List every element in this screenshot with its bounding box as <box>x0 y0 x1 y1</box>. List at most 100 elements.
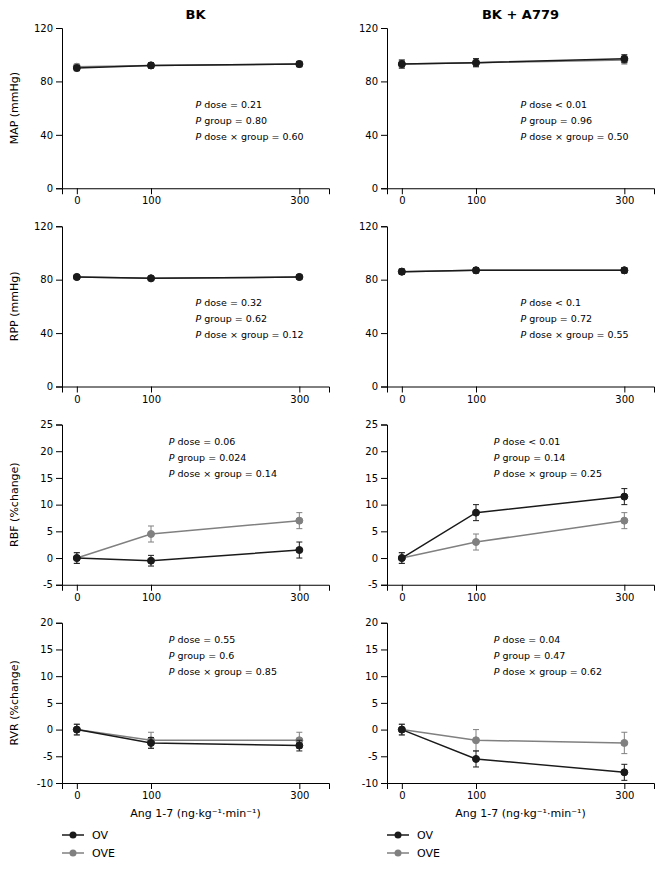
y-tick: -10 <box>362 778 387 789</box>
error-bar <box>399 269 405 274</box>
annotation-part: group = 0.62 <box>201 313 267 324</box>
y-tick: 5 <box>372 698 387 709</box>
error-bar <box>296 542 302 558</box>
x-axis: 0100300 <box>388 783 655 801</box>
x-tick-mark <box>77 585 78 591</box>
y-tick-mark <box>381 478 387 479</box>
x-tick-mark <box>151 387 152 393</box>
error-bar <box>74 724 80 735</box>
y-tick-mark <box>381 649 387 650</box>
figure: 010030004080120BKMAP (mmHg)P dose = 0.21… <box>0 0 666 873</box>
point <box>621 517 628 524</box>
x-axis-line <box>63 585 330 591</box>
y-tick-mark <box>381 730 387 731</box>
annotation-part: dose × group = 0.60 <box>201 131 303 142</box>
x-tick-mark <box>476 585 477 591</box>
annotation-part: group = 0.14 <box>500 452 566 463</box>
x-tick-label: 100 <box>142 394 161 405</box>
point <box>148 62 155 69</box>
y-tick: 40 <box>40 130 62 141</box>
y-tick-label: 5 <box>47 526 53 537</box>
point <box>398 61 405 68</box>
x-tick-label: 100 <box>142 790 161 801</box>
x-tick-label: 300 <box>615 394 634 405</box>
x-tick: 300 <box>290 188 309 206</box>
series-line <box>402 497 625 558</box>
y-tick-mark <box>56 478 62 479</box>
y-tick-mark <box>56 649 62 650</box>
legend-label: OVE <box>417 847 440 860</box>
point <box>296 61 303 68</box>
y-tick-mark <box>56 783 62 784</box>
x-tick: 0 <box>399 188 405 206</box>
y-tick: 0 <box>47 183 62 194</box>
panel: 010030004080120BKMAP (mmHg)P dose = 0.21… <box>8 7 330 206</box>
y-tick-label: 25 <box>365 419 378 430</box>
x-axis-title: Ang 1-7 (ng·kg⁻¹·min⁻¹) <box>130 807 261 820</box>
error-bar <box>296 61 302 66</box>
series <box>398 56 627 68</box>
y-tick-mark <box>381 756 387 757</box>
y-tick: 120 <box>34 23 62 34</box>
x-tick-mark <box>402 387 403 393</box>
y-tick: 0 <box>372 553 387 564</box>
x-tick-label: 100 <box>467 394 486 405</box>
series-line <box>402 59 625 64</box>
y-tick-mark <box>381 676 387 677</box>
annotation: P dose = 0.06 <box>169 436 236 447</box>
error-bar <box>399 60 405 68</box>
error-bar <box>621 489 627 505</box>
error-bar <box>621 55 627 63</box>
y-tick-label: 20 <box>365 446 378 457</box>
point <box>473 737 480 744</box>
y-axis-title: RBF (%change) <box>8 462 21 547</box>
annotation: P dose = 0.32 <box>196 297 263 308</box>
legend-item: OV <box>387 829 433 842</box>
y-axis-title: RVR (%change) <box>8 660 21 745</box>
x-tick: 0 <box>399 387 405 405</box>
point <box>473 59 480 66</box>
series-line <box>402 270 625 271</box>
legend-label: OV <box>92 829 108 842</box>
point <box>398 61 405 68</box>
y-tick-label: 20 <box>40 617 53 628</box>
annotation: P dose × group = 0.12 <box>196 329 304 340</box>
panel: 0100300-50510152025RBF (%change)P dose =… <box>8 419 330 603</box>
y-tick: 80 <box>40 274 62 285</box>
x-tick: 100 <box>467 188 486 206</box>
point <box>473 267 480 274</box>
y-tick: -5 <box>43 751 62 762</box>
y-tick-label: 0 <box>47 553 53 564</box>
error-bar <box>74 65 80 70</box>
error-bar <box>148 526 154 542</box>
y-tick-label: 0 <box>47 724 53 735</box>
y-tick-label: 80 <box>40 76 53 87</box>
annotation: P dose × group = 0.85 <box>169 666 277 677</box>
x-axis: 0100300 <box>63 188 330 206</box>
y-tick-mark <box>56 387 62 388</box>
y-tick: 80 <box>40 76 62 87</box>
y-tick-label: 0 <box>372 553 378 564</box>
point <box>398 555 405 562</box>
x-tick: 300 <box>290 783 309 801</box>
y-tick-label: 15 <box>40 644 53 655</box>
annotation-part: group = 0.96 <box>526 115 592 126</box>
error-bar <box>74 553 80 564</box>
panel-title: BK + A779 <box>482 7 559 22</box>
x-tick-mark <box>77 783 78 789</box>
point <box>148 62 155 69</box>
point <box>296 273 303 280</box>
y-axis-line <box>56 623 63 783</box>
y-tick: 10 <box>40 499 62 510</box>
y-tick: 40 <box>365 130 387 141</box>
error-bar <box>473 59 479 67</box>
y-tick: 0 <box>372 381 387 392</box>
point <box>398 268 405 275</box>
error-bar <box>473 751 479 767</box>
x-tick: 100 <box>142 585 161 603</box>
series-line <box>77 64 300 68</box>
y-tick: 10 <box>40 671 62 682</box>
y-tick-label: 80 <box>365 76 378 87</box>
y-tick-mark <box>56 188 62 189</box>
y-tick: 20 <box>40 617 62 628</box>
